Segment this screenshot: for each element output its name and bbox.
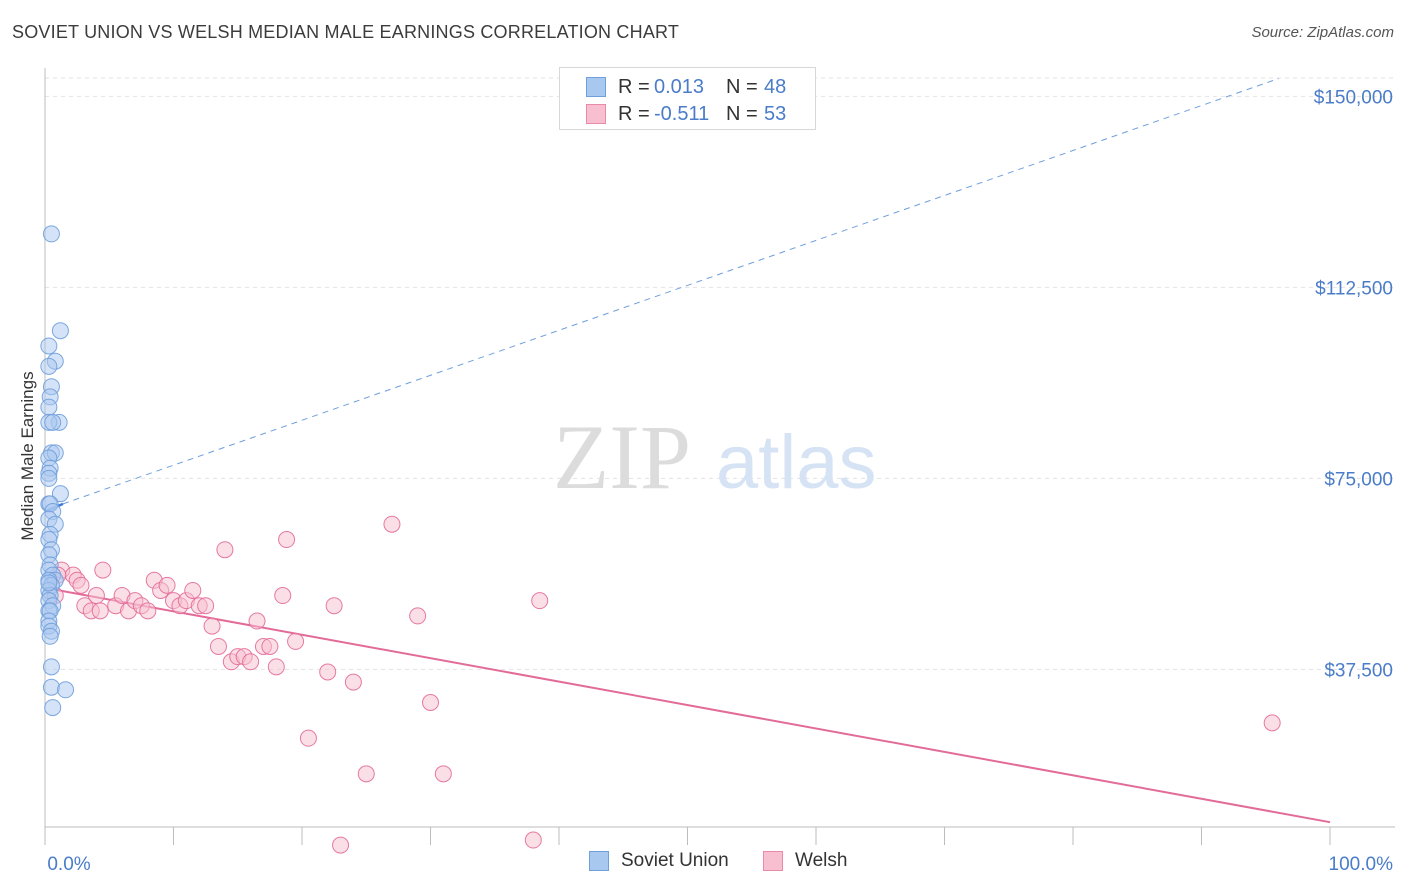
axes [44, 68, 1395, 845]
soviet-point [51, 485, 69, 503]
welsh-point [216, 541, 234, 559]
stats-row-soviet: R = 0.013 N = 48 [560, 74, 786, 100]
welsh-point [139, 602, 157, 620]
welsh-point [325, 597, 343, 615]
watermark-zip: ZIP [553, 406, 691, 508]
welsh-point [434, 765, 452, 783]
tick-labels: $37,500 $75,000 $112,500 $150,000 0.0% 100.0% [47, 87, 1393, 875]
welsh-point [524, 831, 542, 849]
soviet-point [40, 469, 58, 487]
legend-label-welsh: Welsh [795, 850, 848, 871]
welsh-point [278, 531, 296, 549]
data-points [40, 225, 1281, 854]
r-label: R = [618, 75, 650, 98]
welsh-n-value: 53 [764, 102, 787, 125]
welsh-point [91, 602, 109, 620]
welsh-point [422, 694, 439, 712]
welsh-point [274, 587, 292, 605]
legend-item-welsh[interactable]: Welsh [763, 850, 847, 872]
soviet-point [40, 357, 58, 375]
welsh-point [409, 607, 427, 625]
soviet-point [51, 322, 69, 340]
welsh-trend-line [44, 586, 1331, 824]
welsh-point [158, 576, 176, 594]
soviet-point [44, 699, 62, 717]
legend: Soviet Union Welsh [0, 850, 1406, 878]
welsh-point [344, 673, 362, 691]
welsh-point [94, 561, 112, 579]
soviet-point [40, 337, 58, 355]
soviet-point [42, 225, 60, 243]
welsh-point [203, 617, 221, 635]
r-label: R = [618, 102, 650, 125]
soviet-point [40, 398, 58, 416]
welsh-point [357, 765, 375, 783]
soviet-n-value: 48 [764, 75, 787, 98]
soviet-point [42, 658, 60, 676]
x-tick-label-max: 100.0% [1329, 854, 1394, 875]
welsh-point [197, 597, 215, 615]
n-label: N = [726, 102, 758, 125]
soviet-point [42, 678, 60, 696]
welsh-point [531, 592, 549, 610]
welsh-point [242, 653, 260, 671]
legend-swatch-welsh [763, 851, 783, 871]
soviet-trend-extension [62, 78, 1279, 505]
soviet-point [57, 681, 75, 699]
soviet-point [41, 627, 59, 645]
welsh-r-value: -0.511 [654, 102, 710, 125]
welsh-point [209, 637, 227, 655]
chart-title: SOVIET UNION VS WELSH MEDIAN MALE EARNIN… [12, 22, 680, 42]
welsh-point [267, 658, 285, 676]
stats-box: R = 0.013 N = 48 R = -0.511 N = 53 [559, 67, 816, 130]
y-tick-label: $37,500 [1324, 660, 1393, 681]
source-label: Source: ZipAtlas.com [1251, 24, 1394, 41]
welsh-point [1263, 714, 1281, 732]
watermark-atlas: atlas [716, 420, 877, 505]
welsh-point [184, 581, 202, 599]
welsh-point [299, 729, 317, 747]
soviet-point [44, 413, 62, 431]
welsh-point [287, 632, 305, 650]
welsh-point [383, 515, 401, 533]
welsh-swatch [586, 104, 606, 124]
legend-swatch-soviet [589, 851, 609, 871]
x-tick-label-min: 0.0% [47, 854, 90, 875]
y-tick-label: $112,500 [1315, 278, 1393, 299]
legend-item-soviet-union[interactable]: Soviet Union [589, 850, 729, 872]
soviet-swatch [586, 77, 606, 97]
welsh-point [261, 637, 279, 655]
welsh-point [248, 612, 266, 630]
grid-lines [45, 77, 1395, 670]
welsh-point [319, 663, 337, 681]
legend-label-soviet: Soviet Union [621, 850, 729, 871]
welsh-point [72, 576, 90, 594]
y-tick-label: $150,000 [1314, 87, 1393, 108]
soviet-r-value: 0.013 [654, 75, 705, 98]
n-label: N = [726, 75, 758, 98]
y-tick-label: $75,000 [1324, 469, 1393, 490]
stats-row-welsh: R = -0.511 N = 53 [560, 101, 786, 127]
welsh-point [332, 836, 350, 854]
soviet-point [40, 574, 58, 592]
welsh-point [87, 587, 105, 605]
